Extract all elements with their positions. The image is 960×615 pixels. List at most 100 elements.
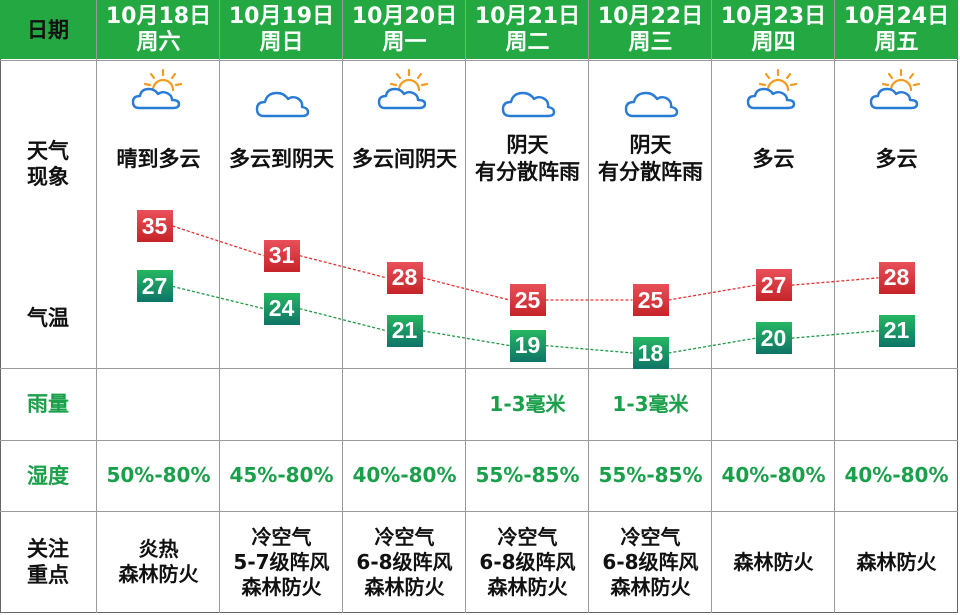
header-day-5: 10月23日 周四 — [712, 0, 835, 59]
row-label-temp-line: 气温 — [27, 306, 69, 330]
column-divider — [711, 0, 712, 613]
humidity-value: 40%-80% — [352, 463, 457, 487]
header-weekday: 周六 — [136, 29, 181, 55]
header-date: 10月19日 — [228, 3, 335, 29]
weather-text: 晴到多云 — [97, 128, 220, 190]
focus-text: 炎热 森林防火 — [97, 511, 220, 613]
header-weekday: 周一 — [382, 29, 427, 55]
humidity-value: 45%-80% — [229, 463, 334, 487]
row-label-humidity-line: 湿度 — [27, 463, 69, 488]
focus-text-line: 炎热 — [138, 537, 179, 561]
header-weekday: 周日 — [259, 29, 304, 55]
focus-text: 冷空气 5-7级阵风 森林防火 — [220, 511, 343, 613]
high-temp-badge: 31 — [263, 239, 300, 272]
header-row — [0, 0, 958, 59]
rain-value — [220, 368, 343, 440]
header-date: 10月24日 — [843, 3, 950, 29]
row-label-weather-line: 现象 — [27, 165, 69, 189]
weather-text-line: 有分散阵雨 — [475, 160, 580, 184]
cloud-icon — [252, 80, 312, 124]
weather-text: 多云 — [712, 128, 835, 190]
weather-text-line: 多云到阴天 — [229, 146, 334, 171]
focus-text-line: 6-8级阵风 — [479, 549, 576, 574]
header-date-label: 日期 — [27, 17, 69, 42]
humidity-value: 50%-80% — [106, 463, 211, 487]
row-label-rain: 雨量 — [0, 368, 96, 440]
low-temp-badge: 18 — [632, 337, 669, 369]
weather-text-line: 阴天 — [506, 133, 549, 157]
rain-value — [835, 368, 958, 440]
focus-text-line: 森林防火 — [241, 574, 322, 599]
cloud-icon — [621, 80, 681, 124]
row-label-temp: 气温 — [0, 268, 96, 368]
header-date: 10月18日 — [105, 3, 212, 29]
header-day-6: 10月24日 周五 — [835, 0, 958, 59]
header-weekday: 周二 — [505, 29, 550, 55]
focus-text: 森林防火 — [835, 511, 958, 613]
header-day-1: 10月19日 周日 — [220, 0, 343, 59]
header-day-0: 10月18日 周六 — [97, 0, 220, 59]
humidity-value: 55%-85% — [598, 463, 703, 487]
header-date: 10月21日 — [474, 3, 581, 29]
row-label-weather-line: 天气 — [27, 139, 69, 163]
weather-text: 多云间阴天 — [343, 128, 466, 190]
focus-text-line: 森林防火 — [610, 574, 691, 599]
column-divider — [96, 0, 97, 613]
header-date: 10月23日 — [720, 3, 827, 29]
row-label-focus-line: 关注 — [27, 537, 69, 561]
high-temp-badge: 27 — [755, 269, 792, 302]
focus-text-line: 冷空气 — [620, 524, 681, 549]
low-temp-badge: 20 — [755, 322, 792, 355]
row-label-humidity: 湿度 — [0, 440, 96, 511]
humidity-value: 55%-85% — [475, 463, 580, 487]
humidity-value: 40%-80% — [721, 463, 826, 487]
high-temp-badge: 25 — [509, 284, 546, 316]
column-divider — [342, 0, 343, 613]
focus-text: 冷空气 6-8级阵风 森林防火 — [466, 511, 589, 613]
focus-text-line: 森林防火 — [856, 549, 937, 574]
focus-text-line: 5-7级阵风 — [233, 549, 330, 574]
focus-text-line: 森林防火 — [733, 549, 814, 574]
focus-text-line: 6-8级阵风 — [356, 549, 453, 574]
focus-text-line: 冷空气 — [374, 524, 435, 549]
focus-text-line: 冷空气 — [497, 524, 558, 549]
weather-text: 阴天 有分散阵雨 — [466, 128, 589, 190]
focus-text-line: 森林防火 — [364, 574, 445, 599]
column-divider — [834, 0, 835, 613]
weather-text: 多云到阴天 — [220, 128, 343, 190]
focus-text-line: 森林防火 — [487, 574, 568, 599]
high-temp-badge: 25 — [632, 284, 669, 316]
header-day-2: 10月20日 周一 — [343, 0, 466, 59]
focus-text: 森林防火 — [712, 511, 835, 613]
low-temp-badge: 21 — [386, 314, 423, 347]
high-temp-badge: 35 — [136, 210, 173, 242]
header-weekday: 周三 — [628, 29, 673, 55]
low-temp-badge: 24 — [263, 292, 300, 325]
humidity-value: 40%-80% — [844, 463, 949, 487]
rain-value — [97, 368, 220, 440]
header-day-3: 10月21日 周二 — [466, 0, 589, 59]
weather-text-line: 多云 — [875, 146, 918, 171]
focus-text-line: 6-8级阵风 — [602, 549, 699, 574]
row-label-rain-line: 雨量 — [27, 392, 69, 416]
header-weekday: 周四 — [751, 29, 796, 55]
rain-value — [343, 368, 466, 440]
focus-text-line: 冷空气 — [251, 524, 312, 549]
weather-text-line: 多云间阴天 — [352, 146, 457, 171]
focus-text: 冷空气 6-8级阵风 森林防火 — [589, 511, 712, 613]
sun-cloud-icon — [744, 68, 804, 112]
sun-cloud-icon — [129, 68, 189, 112]
weather-text-line: 多云 — [752, 146, 795, 171]
sun-cloud-icon — [867, 68, 927, 112]
row-label-focus: 关注 重点 — [0, 511, 96, 613]
row-divider — [0, 511, 958, 512]
row-divider — [0, 440, 958, 441]
weather-text-line: 有分散阵雨 — [598, 160, 703, 184]
row-divider — [0, 368, 958, 369]
column-divider — [465, 0, 466, 613]
high-temp-badge: 28 — [878, 261, 915, 294]
weather-text-line: 阴天 — [629, 133, 672, 157]
column-divider — [588, 0, 589, 613]
rain-value: 1-3毫米 — [612, 391, 689, 416]
weather-text: 多云 — [835, 128, 958, 190]
